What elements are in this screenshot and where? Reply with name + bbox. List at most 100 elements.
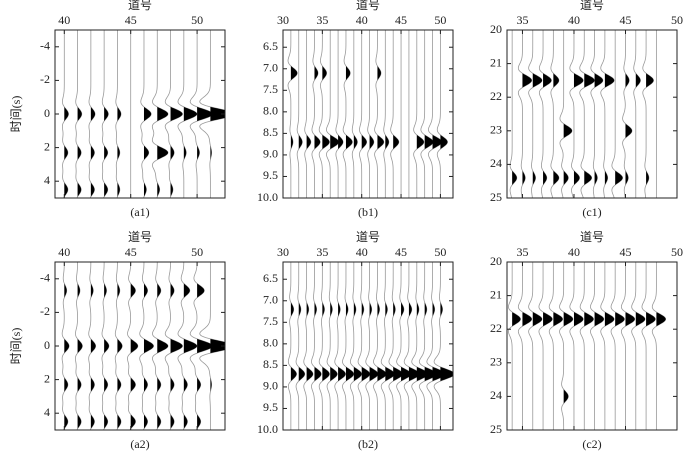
wavelet-lobe <box>104 182 108 197</box>
y-tick-label: 24 <box>490 156 502 170</box>
wavelet-lobe <box>377 366 387 382</box>
wavelet-lobe <box>353 302 356 317</box>
wavelet-lobe <box>401 302 404 317</box>
trace-line <box>433 262 453 430</box>
wavelet-lobe <box>393 366 403 382</box>
caption: (b2) <box>358 437 378 451</box>
wavelet-lobe <box>338 302 341 317</box>
wavelet-lobe <box>625 311 635 327</box>
x-axis-label: 道号 <box>356 230 380 244</box>
plot-area <box>61 30 225 198</box>
wavelet-lobe <box>306 134 311 150</box>
x-tick-label: 40 <box>568 245 580 259</box>
wavelet-lobe <box>385 134 389 150</box>
wavelet-lobe <box>298 302 301 317</box>
y-tick-label: 4 <box>44 405 50 419</box>
wavelet-lobe <box>584 311 594 327</box>
trace-line <box>600 30 615 198</box>
wavelet-lobe <box>361 134 367 150</box>
trace-line <box>304 30 312 198</box>
trace-line <box>326 262 338 430</box>
wavelet-lobe <box>64 377 68 392</box>
x-tick-label: 45 <box>619 245 631 259</box>
wavelet-lobe <box>104 377 108 392</box>
y-tick-label: 25 <box>490 190 502 204</box>
wavelet-lobe <box>532 170 536 185</box>
wavelet-lobe <box>298 366 305 382</box>
x-axis-label: 道号 <box>356 0 380 12</box>
trace-line <box>359 30 368 198</box>
wavelet-lobe <box>594 311 604 327</box>
wavelet-lobe <box>306 302 309 317</box>
wavelet-lobe <box>522 73 532 88</box>
y-tick-label: 8.5 <box>263 357 278 371</box>
wavelet-lobe <box>183 338 197 354</box>
y-tick-label: 10.0 <box>257 422 278 436</box>
x-tick-label: 30 <box>277 245 289 259</box>
wavelet-lobe <box>377 134 384 150</box>
wavelet-lobe <box>345 65 351 81</box>
wavelet-lobe <box>130 283 136 298</box>
trace-line <box>199 262 225 430</box>
wavelet-lobe <box>197 377 201 392</box>
wavelet-lobe <box>553 170 559 185</box>
plot-area <box>61 262 225 430</box>
y-tick-label: 22 <box>490 321 502 335</box>
trace-line <box>426 262 446 430</box>
wavelet-lobe <box>625 170 629 185</box>
wavelet-lobe <box>157 377 161 392</box>
trace-line <box>388 262 404 430</box>
wavelet-lobe <box>532 73 543 88</box>
y-tick-label: 23 <box>490 123 502 137</box>
wavelet-lobe <box>353 134 358 150</box>
wavelet-lobe <box>117 106 122 122</box>
wavelet-lobe <box>635 311 646 327</box>
wavelet-lobe <box>440 302 443 317</box>
trace-line <box>295 262 306 430</box>
trace-line <box>538 262 553 430</box>
wavelet-lobe <box>143 377 148 392</box>
trace-line <box>296 30 303 198</box>
wavelet-lobe <box>646 170 649 185</box>
trace-line <box>287 262 297 430</box>
wavelet-lobe <box>330 366 338 382</box>
x-tick-label: 45 <box>125 13 137 27</box>
wavelet-lobe <box>314 366 322 382</box>
x-axis-label: 道号 <box>580 230 604 244</box>
trace-line <box>538 30 552 198</box>
wavelet-lobe <box>64 145 68 160</box>
wavelet-lobe <box>512 170 517 185</box>
wavelet-lobe <box>573 311 584 327</box>
trace-line <box>287 30 298 198</box>
wavelet-lobe <box>117 182 120 197</box>
trace-line <box>357 262 371 430</box>
y-tick-label: 7.0 <box>263 293 278 307</box>
y-tick-label: 21 <box>490 55 502 69</box>
wavelet-lobe <box>104 414 108 429</box>
wavelet-lobe <box>64 106 69 122</box>
wavelet-lobe <box>170 414 175 429</box>
wavelet-lobe <box>157 283 161 298</box>
wavelet-lobe <box>584 73 595 88</box>
x-tick-label: 50 <box>191 245 203 259</box>
wavelet-lobe <box>157 338 169 354</box>
trace-line <box>569 30 584 198</box>
trace-line <box>311 30 321 198</box>
wavelet-lobe <box>90 338 96 354</box>
wavelet-lobe <box>143 338 154 354</box>
trace-line <box>436 30 448 198</box>
wavelet-lobe <box>625 73 630 88</box>
wavelet-lobe <box>104 338 109 354</box>
y-tick-label: 22 <box>490 89 502 103</box>
plot-area <box>509 30 657 198</box>
panel: 35 40 45 50 20 21 22 23 24 25 道号 (c1) <box>490 0 683 219</box>
wavelet-lobe <box>573 170 580 185</box>
wavelet-lobe <box>90 283 94 298</box>
y-tick-label: 21 <box>490 287 502 301</box>
trace-line <box>383 30 390 198</box>
x-tick-label: 35 <box>316 245 328 259</box>
wavelet-lobe <box>64 338 70 354</box>
plot-area <box>287 30 448 198</box>
wavelet-lobe <box>157 414 161 429</box>
